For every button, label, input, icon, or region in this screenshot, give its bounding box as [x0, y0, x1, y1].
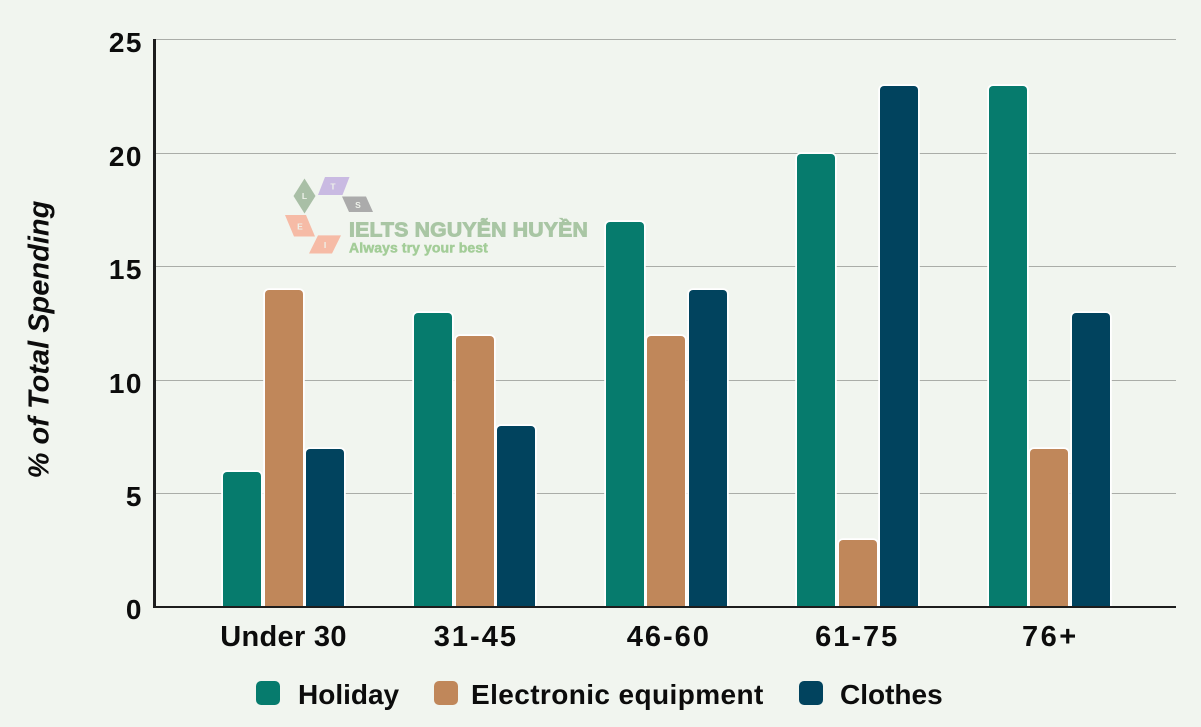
- svg-text:L: L: [302, 191, 307, 201]
- svg-text:Always try your best: Always try your best: [349, 240, 488, 256]
- svg-text:S: S: [355, 200, 361, 210]
- svg-text:E: E: [297, 222, 303, 232]
- svg-text:IELTS NGUYỄN HUYỀN: IELTS NGUYỄN HUYỀN: [349, 219, 588, 242]
- svg-text:T: T: [330, 182, 336, 192]
- svg-text:I: I: [324, 240, 326, 250]
